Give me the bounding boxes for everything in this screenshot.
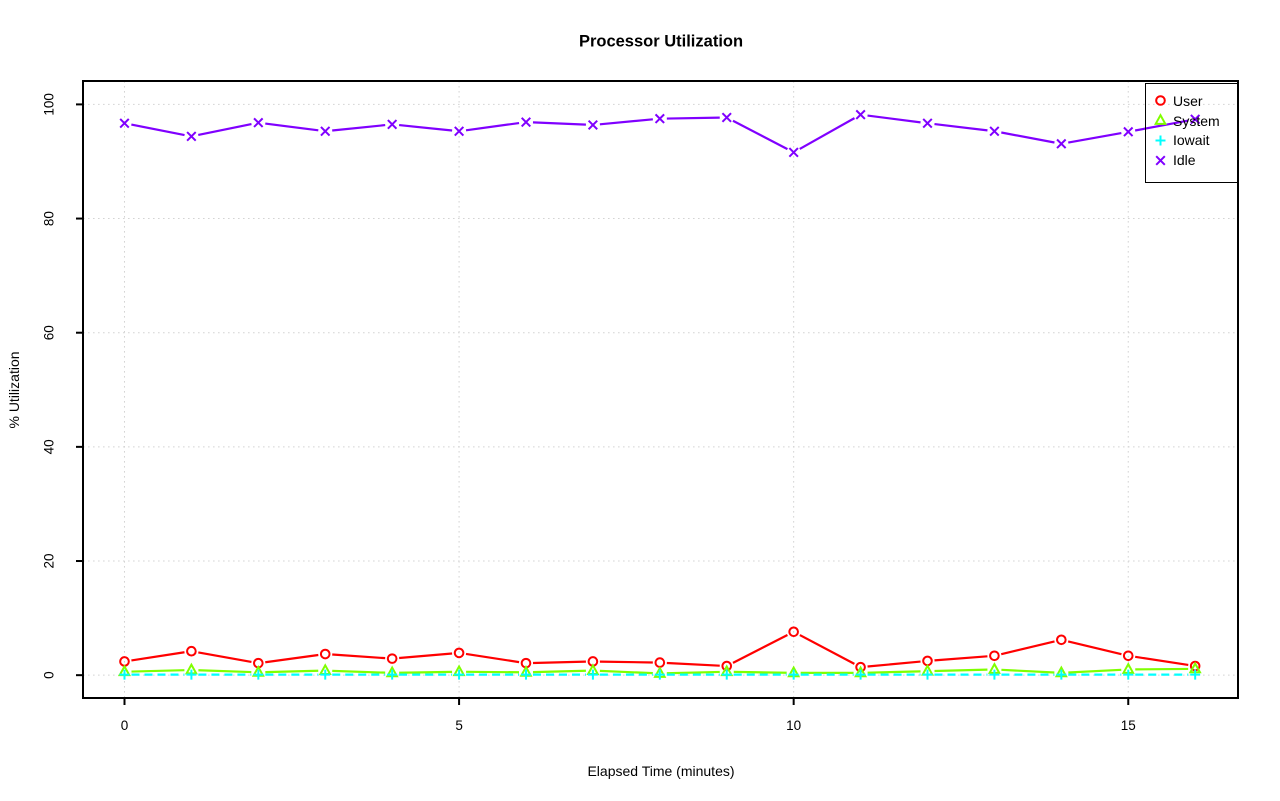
legend-label-iowait: Iowait xyxy=(1173,132,1210,149)
series-iowait xyxy=(119,669,1201,680)
system-triangle-marker-icon xyxy=(1154,113,1167,126)
x-axis-ticks xyxy=(123,698,1130,705)
legend-label-system: System xyxy=(1173,112,1220,129)
y-axis-ticks xyxy=(76,103,83,677)
idle-x-marker-icon xyxy=(1155,155,1166,166)
plot-border xyxy=(82,80,1239,699)
x-axis-label: Elapsed Time (minutes) xyxy=(587,763,735,779)
gridlines xyxy=(83,81,1238,698)
legend: User System Iowait Idle xyxy=(1145,83,1238,183)
user-circle-marker-icon xyxy=(1155,95,1166,107)
series-idle xyxy=(119,109,1201,158)
chart-title: Processor Utilization xyxy=(578,32,744,51)
legend-item-system: System xyxy=(1153,111,1237,131)
y-axis-label: % Utilization xyxy=(6,351,22,429)
x-tick-label: 15 xyxy=(1121,718,1136,733)
x-tick-label: 5 xyxy=(455,718,463,733)
legend-label-user: User xyxy=(1173,92,1203,109)
y-tick-label: 0 xyxy=(42,671,57,679)
x-tick-label: 0 xyxy=(121,718,129,733)
x-tick-label: 10 xyxy=(786,718,801,733)
y-tick-label: 100 xyxy=(42,93,57,116)
legend-item-iowait: Iowait xyxy=(1153,131,1237,151)
legend-item-idle: Idle xyxy=(1153,150,1237,170)
y-tick-label: 80 xyxy=(42,211,57,226)
legend-label-idle: Idle xyxy=(1173,152,1196,169)
y-tick-label: 60 xyxy=(42,325,57,340)
y-tick-label: 40 xyxy=(42,439,57,454)
iowait-plus-marker-icon xyxy=(1155,135,1166,146)
y-tick-label: 20 xyxy=(42,554,57,569)
legend-item-user: User xyxy=(1153,91,1237,111)
series-user xyxy=(119,626,1201,673)
series-system xyxy=(117,661,1202,678)
